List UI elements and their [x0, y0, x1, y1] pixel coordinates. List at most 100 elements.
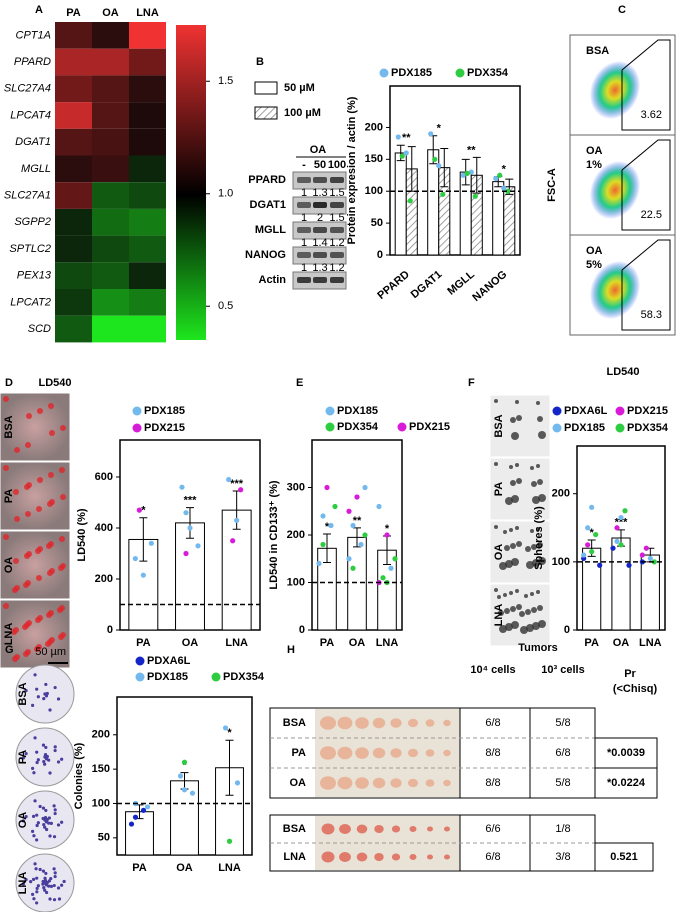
- tumor: [427, 826, 433, 832]
- colony: [47, 884, 51, 888]
- y-tick-label: 300: [287, 481, 305, 493]
- colony: [35, 823, 39, 828]
- data-point: [497, 172, 503, 178]
- cell-blob: [505, 497, 513, 505]
- cell-blob: [509, 591, 513, 595]
- heat-cell: [92, 262, 129, 289]
- legend-marker: [325, 406, 335, 416]
- significance: *: [502, 163, 507, 175]
- cell-blob: [499, 562, 507, 570]
- heat-cell: [92, 128, 129, 156]
- legend-label: PDX215: [409, 421, 450, 433]
- colony: [62, 879, 66, 884]
- blot-band: [330, 277, 344, 283]
- data-point: [179, 484, 185, 490]
- cell-blob: [536, 401, 540, 405]
- significance: **: [402, 132, 411, 144]
- cell-blob: [503, 530, 507, 534]
- data-point: [362, 532, 368, 538]
- data-point: [350, 565, 356, 571]
- bar: [492, 181, 505, 256]
- cell-blob: [37, 408, 43, 414]
- cell-blob: [59, 467, 65, 473]
- data-point: [614, 538, 620, 545]
- heat-cell: [129, 315, 166, 343]
- significance: *: [141, 505, 146, 517]
- colony: [48, 771, 52, 775]
- heat-cell: [55, 235, 92, 263]
- legend-label: 50 µM: [284, 82, 315, 94]
- data-point: [392, 556, 398, 562]
- flow-density: [589, 60, 641, 120]
- colony: [34, 867, 38, 871]
- tumor: [339, 823, 351, 835]
- data-point: [234, 517, 240, 523]
- colony: [36, 758, 40, 762]
- data-point: [639, 552, 645, 558]
- error-bar: [225, 739, 234, 796]
- heat-cell: [129, 262, 166, 289]
- gene-label: DGAT1: [15, 136, 51, 148]
- colony: [35, 901, 39, 905]
- heat-cell: [92, 155, 129, 183]
- data-point: [132, 814, 139, 820]
- panel-label: G: [5, 644, 14, 656]
- heat-cell: [129, 289, 166, 316]
- data-point: [376, 503, 382, 510]
- cell-blob: [494, 588, 498, 592]
- column-header: 10⁴ cells: [470, 664, 515, 676]
- cell-blob: [531, 607, 537, 613]
- y-axis-label: LD540 (%): [76, 508, 88, 562]
- cell-blob: [26, 413, 32, 419]
- data-point: [460, 172, 466, 178]
- colony: [35, 813, 39, 817]
- column-header: 10³ cells: [541, 664, 584, 676]
- colony: [52, 867, 56, 871]
- cell-blob: [14, 447, 20, 453]
- image-label: OA: [3, 557, 15, 574]
- bar: [640, 554, 660, 631]
- colony: [47, 821, 51, 825]
- scale-bar-label: 50 µm: [35, 646, 66, 658]
- cell-blob: [510, 417, 516, 423]
- colony: [21, 882, 26, 886]
- colony: [42, 886, 46, 890]
- blot-quant: 2: [317, 212, 323, 224]
- legend-marker: [379, 68, 389, 78]
- gene-label: SLC27A4: [4, 83, 51, 95]
- cell-blob: [497, 595, 501, 599]
- error-bar: [186, 507, 194, 539]
- cell-blob: [516, 478, 522, 484]
- colony: [24, 815, 28, 819]
- data-point: [472, 193, 478, 199]
- gate-percent: 58.3: [641, 309, 662, 321]
- cell-blob: [537, 479, 543, 485]
- table-cell: 8/8: [485, 777, 500, 789]
- cell-blob: [36, 506, 42, 512]
- data-point: [362, 484, 368, 491]
- colony: [31, 877, 36, 881]
- p-header: (<Chisq): [613, 683, 658, 695]
- tumor: [444, 826, 450, 832]
- tumor: [372, 777, 386, 789]
- heat-cell: [92, 235, 129, 263]
- image-label: BSA: [17, 682, 29, 705]
- cell-blob: [35, 548, 41, 554]
- cell-blob: [60, 494, 66, 500]
- colony: [45, 827, 49, 832]
- panel-label: A: [35, 4, 43, 16]
- tumor: [425, 719, 435, 727]
- cell-blob: [35, 617, 41, 623]
- panel-label: D: [5, 377, 13, 389]
- heat-cell: [92, 22, 129, 49]
- cell-blob: [48, 403, 54, 409]
- tumor: [443, 749, 451, 757]
- micro-image: [0, 461, 71, 531]
- blot-quant: 1.3: [312, 262, 327, 274]
- bar: [611, 537, 631, 631]
- colony: [41, 816, 45, 821]
- cell-blob: [531, 544, 537, 550]
- blot-band: [330, 227, 344, 233]
- legend-label: PDX354: [337, 421, 379, 433]
- colony: [32, 897, 36, 901]
